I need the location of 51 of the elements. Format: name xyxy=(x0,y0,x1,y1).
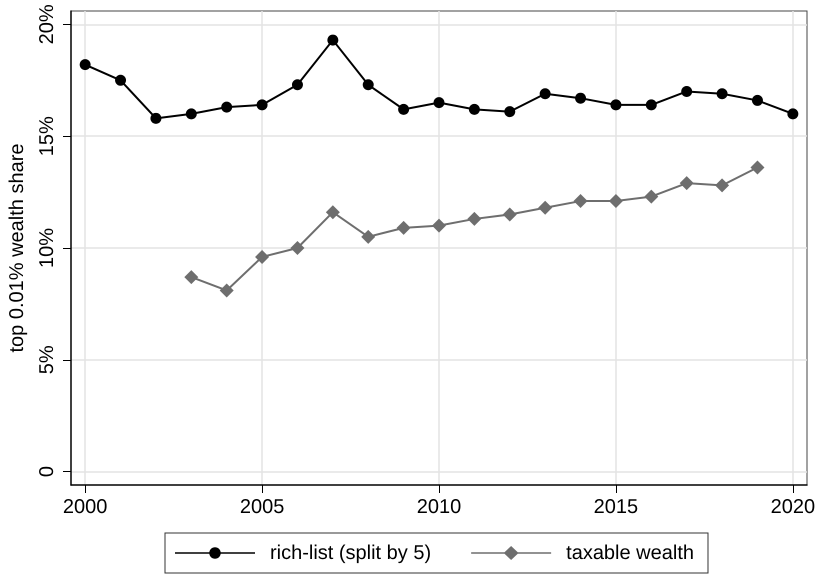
y-tick-label: 10% xyxy=(36,228,58,268)
point xyxy=(290,241,304,255)
x-tick-label: 2015 xyxy=(594,496,638,518)
point xyxy=(540,88,551,100)
point xyxy=(115,74,126,86)
point xyxy=(362,79,374,90)
point xyxy=(80,59,91,70)
point xyxy=(467,212,482,226)
point xyxy=(502,207,517,222)
point xyxy=(186,108,197,120)
y-tick-label: 20% xyxy=(36,4,58,44)
point xyxy=(256,99,268,110)
point xyxy=(504,106,516,118)
point xyxy=(432,218,446,233)
y-axis-title: top 0.01% wealth share xyxy=(6,143,28,353)
legend-label: taxable wealth xyxy=(566,542,694,564)
point xyxy=(221,102,232,113)
point xyxy=(468,104,480,115)
point xyxy=(184,270,198,284)
point xyxy=(398,104,410,115)
point xyxy=(220,283,234,298)
point xyxy=(396,220,411,235)
y-tick-label: 5% xyxy=(36,345,58,374)
point xyxy=(150,112,162,124)
point xyxy=(574,194,588,208)
point xyxy=(716,88,728,100)
y-tick-label: 0 xyxy=(36,466,58,478)
point xyxy=(292,79,303,90)
point xyxy=(715,178,730,192)
x-tick-label: 2010 xyxy=(416,496,462,518)
point xyxy=(361,230,376,244)
point xyxy=(610,99,622,110)
point xyxy=(575,92,586,104)
point xyxy=(752,94,763,106)
point xyxy=(255,250,270,264)
point xyxy=(434,97,444,108)
point xyxy=(681,86,692,97)
x-tick-label: 2020 xyxy=(770,496,816,518)
point xyxy=(680,176,694,190)
point xyxy=(750,160,764,175)
point xyxy=(787,108,798,120)
x-tick-label: 2005 xyxy=(240,496,284,518)
y-tick-label: 15% xyxy=(36,116,58,156)
point xyxy=(327,34,338,46)
point xyxy=(608,194,623,208)
x-tick-label: 2000 xyxy=(62,496,108,518)
point xyxy=(644,190,658,204)
point xyxy=(646,99,657,110)
point xyxy=(538,200,552,215)
legend-label: rich-list (split by 5) xyxy=(270,542,432,564)
point xyxy=(326,205,340,220)
